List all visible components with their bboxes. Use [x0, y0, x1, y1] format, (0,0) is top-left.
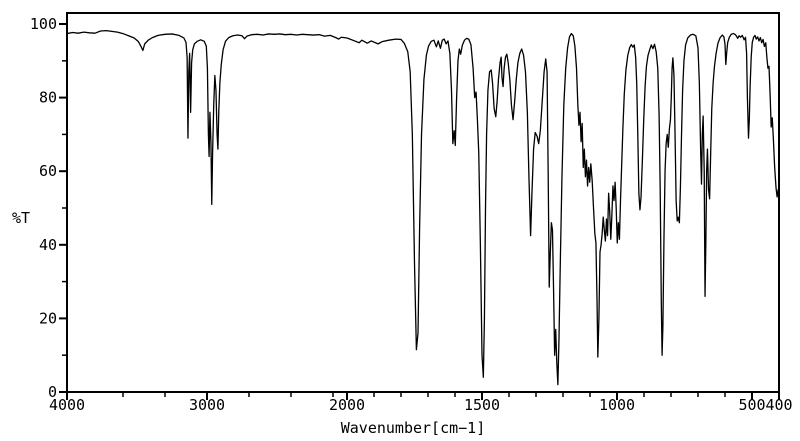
plot-frame: [66, 12, 780, 393]
y-tick-label: 20: [39, 309, 57, 327]
y-axis-label: %T: [12, 209, 30, 227]
x-tick-label: 1000: [599, 396, 635, 414]
x-tick-label: 2000: [329, 396, 365, 414]
x-tick-label: 3000: [189, 396, 225, 414]
x-tick-label: 400: [765, 396, 792, 414]
axis-ticks: [59, 23, 780, 400]
y-tick-label: 40: [39, 236, 57, 254]
x-tick-label: 500: [738, 396, 765, 414]
x-tick-label: 1500: [464, 396, 500, 414]
y-tick-label: 100: [30, 15, 57, 33]
x-axis-label: Wavenumber[cm−1]: [341, 419, 486, 437]
x-tick-label: 4000: [49, 396, 85, 414]
y-tick-label: 80: [39, 89, 57, 107]
y-tick-label: 60: [39, 162, 57, 180]
y-tick-label: 0: [48, 383, 57, 401]
spectrum-curve: [66, 29, 780, 386]
